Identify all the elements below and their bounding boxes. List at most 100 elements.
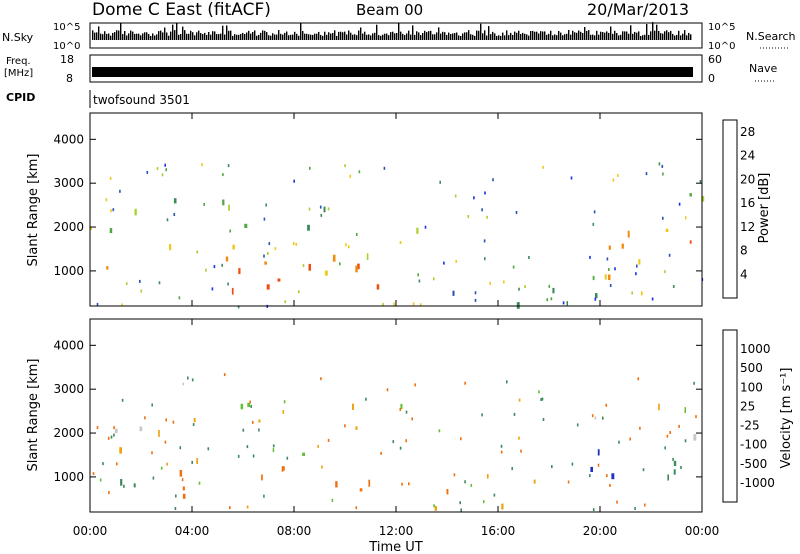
- power-cell: [112, 208, 115, 212]
- power-colorbar-label: Power [dB]: [757, 173, 772, 244]
- power-cell: [298, 290, 300, 294]
- nsky-bar: [128, 33, 130, 40]
- nsky-bar: [126, 35, 128, 40]
- nsky-bar: [578, 30, 580, 40]
- nsky-bar: [98, 26, 100, 40]
- power-cell: [524, 285, 526, 289]
- velocity-cell: [223, 373, 226, 377]
- velocity-cell: [470, 483, 473, 487]
- velocity-colorbar-tick: -100: [740, 438, 767, 452]
- velocity-cell: [597, 463, 600, 467]
- nsky-bar: [162, 32, 164, 40]
- nsky-bar: [614, 30, 616, 40]
- power-cell: [672, 285, 675, 288]
- nsky-bar: [146, 32, 148, 40]
- velocity-cell: [576, 423, 579, 427]
- velocity-colorbar-label: Velocity [m s⁻¹]: [779, 368, 794, 469]
- nsky-bar: [196, 32, 198, 40]
- velocity-cell: [110, 435, 113, 439]
- velocity-cell: [616, 500, 618, 504]
- power-cell: [277, 278, 281, 282]
- velocity-cell: [605, 403, 608, 407]
- velocity-cell: [460, 508, 462, 512]
- nsky-bar: [658, 31, 660, 40]
- nsky-bar: [416, 31, 418, 40]
- power-cell: [562, 301, 565, 305]
- nsky-bar: [408, 30, 410, 40]
- power-cell: [158, 281, 161, 285]
- velocity-cell: [113, 433, 115, 437]
- freq-trace: [92, 67, 693, 77]
- nsky-bar: [444, 32, 446, 40]
- velocity-cell: [460, 437, 462, 441]
- nsky-bar: [202, 34, 204, 40]
- nsky-bar: [510, 32, 512, 40]
- velocity-cell: [438, 429, 441, 433]
- velocity-cell: [405, 410, 408, 414]
- velocity-colorbar-tick: -25: [740, 419, 760, 433]
- velocity-cell: [380, 451, 382, 455]
- velocity-cell: [667, 474, 669, 481]
- nsky-bar: [486, 35, 488, 40]
- power-cell: [516, 302, 520, 309]
- nsky-bar: [644, 34, 646, 40]
- velocity-cell: [240, 403, 244, 410]
- velocity-colorbar-tick: -1000: [740, 476, 775, 490]
- velocity-cell: [174, 507, 177, 510]
- nsky-bar: [124, 31, 126, 40]
- power-cell: [454, 194, 457, 198]
- nsky-bar: [504, 35, 506, 40]
- velocity-cell: [506, 380, 508, 384]
- nsky-bar: [306, 33, 308, 40]
- nsky-bar: [674, 35, 676, 40]
- velocity-cell: [520, 449, 522, 453]
- nsky-bar: [150, 36, 152, 40]
- nsky-bar: [252, 32, 254, 40]
- xtick-label: 12:00: [379, 524, 414, 538]
- nsky-bar: [138, 33, 140, 40]
- power-cell: [237, 305, 240, 309]
- nsky-bar: [582, 33, 584, 40]
- nave-top-tick: 60: [708, 53, 722, 66]
- nsky-bar: [388, 35, 390, 40]
- velocity-cell: [365, 397, 367, 401]
- xtick-label: 00:00: [685, 524, 720, 538]
- velocity-cell: [181, 478, 184, 482]
- nsky-bar: [660, 33, 662, 40]
- nsky-bar: [500, 35, 502, 40]
- velocity-cell: [120, 479, 123, 486]
- nsky-bar: [176, 23, 178, 40]
- nsky-bar: [418, 32, 420, 40]
- nsky-bar: [112, 33, 114, 40]
- velocity-cell: [666, 434, 669, 438]
- nsky-bar: [142, 33, 144, 40]
- nsky-bar: [210, 34, 212, 40]
- nsky-bar: [474, 35, 476, 40]
- cpid-value: twofsound 3501: [93, 93, 190, 107]
- velocity-cell: [246, 445, 249, 449]
- velocity-colorbar-tick: 100: [740, 380, 763, 394]
- nsky-bar: [188, 33, 190, 40]
- power-cell: [164, 163, 166, 167]
- power-cell: [489, 281, 491, 285]
- power-cell: [552, 287, 555, 294]
- nsky-bar: [650, 31, 652, 40]
- power-cell: [225, 256, 229, 262]
- nsky-bar: [182, 26, 184, 40]
- nsky-bar: [492, 31, 494, 40]
- velocity-cell: [191, 460, 193, 464]
- nsky-bar: [460, 36, 462, 40]
- nsky-bar: [376, 24, 378, 40]
- velocity-cell: [114, 428, 118, 434]
- nsky-bar: [364, 31, 366, 40]
- nsky-bar: [592, 34, 594, 40]
- power-ytick-label: 1000: [53, 264, 84, 278]
- power-cell: [146, 170, 149, 174]
- power-cell: [609, 284, 612, 287]
- nsky-bar: [156, 34, 158, 40]
- nsky-bar: [254, 30, 256, 40]
- velocity-cell: [597, 449, 600, 456]
- nsky-bar: [480, 23, 482, 40]
- velocity-colorbar: 1000 500 100 25 -25 -100 -500 -1000: [722, 329, 775, 503]
- nsky-bar: [470, 34, 472, 40]
